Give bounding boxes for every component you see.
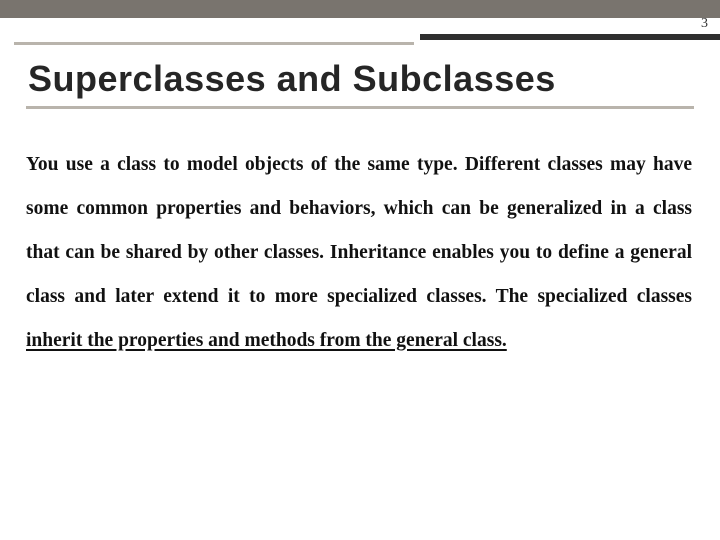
body-text-underlined: inherit the properties and methods from … [26, 330, 507, 351]
top-band [0, 0, 720, 18]
body-text-plain: You use a class to model objects of the … [26, 154, 692, 307]
title-underline [26, 106, 694, 109]
page-title: Superclasses and Subclasses [28, 58, 720, 100]
header-decorative-lines [0, 24, 720, 54]
header-line-light [14, 42, 414, 45]
header-line-dark [420, 34, 720, 40]
body-paragraph: You use a class to model objects of the … [26, 143, 692, 362]
